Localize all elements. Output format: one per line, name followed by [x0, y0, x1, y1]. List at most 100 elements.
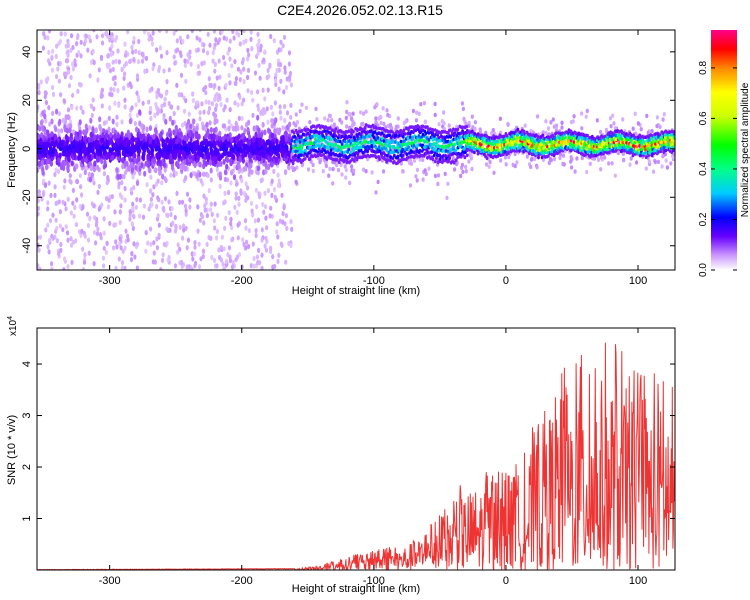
- heatmap-cell: [560, 120, 564, 126]
- heatmap-cell: [350, 132, 353, 137]
- heatmap-cell: [223, 104, 227, 110]
- heatmap-cell: [272, 145, 276, 152]
- heatmap-cell: [262, 57, 266, 63]
- heatmap-cell: [308, 120, 312, 125]
- heatmap-cell: [135, 265, 139, 270]
- heatmap-cell: [155, 204, 159, 210]
- heatmap-cell: [270, 161, 274, 168]
- heatmap-cell: [227, 72, 231, 78]
- heatmap-cell: [65, 58, 70, 64]
- heatmap-cell: [38, 234, 43, 240]
- heatmap-cell: [290, 226, 294, 232]
- heatmap-cell: [264, 160, 268, 167]
- heatmap-cell: [135, 180, 140, 187]
- heatmap-cell: [518, 149, 521, 153]
- heatmap-cell: [157, 151, 161, 158]
- heatmap-cell: [218, 74, 222, 80]
- heatmap-cell: [74, 134, 78, 140]
- heatmap-cell: [180, 92, 184, 98]
- heatmap-cell: [64, 224, 68, 230]
- heatmap-cell: [91, 177, 95, 183]
- heatmap-cell: [421, 124, 425, 129]
- heatmap-cell: [228, 80, 232, 86]
- heatmap-cell: [43, 34, 47, 41]
- heatmap-cell: [148, 125, 152, 132]
- heatmap-cell: [573, 169, 577, 174]
- heatmap-cell: [46, 76, 50, 82]
- heatmap-cell: [279, 78, 283, 84]
- heatmap-cell: [437, 135, 441, 140]
- heatmap-cell: [484, 162, 489, 167]
- heatmap-cell: [437, 122, 441, 127]
- heatmap-cell: [599, 155, 603, 160]
- heatmap-cell: [104, 249, 108, 255]
- heatmap-cell: [357, 149, 361, 153]
- heatmap-cell: [386, 129, 390, 134]
- heatmap-cell: [96, 164, 100, 171]
- heatmap-cell: [207, 153, 211, 159]
- heatmap-cell: [209, 201, 213, 207]
- heatmap-cell: [51, 91, 56, 97]
- heatmap-cell: [192, 118, 196, 125]
- heatmap-cell: [319, 153, 323, 158]
- heatmap-cell: [230, 237, 234, 243]
- heatmap-cell: [277, 252, 281, 258]
- heatmap-cell: [322, 152, 325, 157]
- heatmap-cell: [48, 61, 52, 67]
- heatmap-cell: [444, 149, 448, 153]
- heatmap-cell: [259, 178, 263, 184]
- heatmap-cell: [152, 250, 156, 256]
- heatmap-cell: [115, 145, 119, 152]
- heatmap-cell: [379, 120, 383, 126]
- heatmap-cell: [179, 52, 183, 59]
- heatmap-cell: [234, 257, 238, 263]
- heatmap-cell: [438, 153, 442, 157]
- heatmap-cell: [218, 130, 222, 137]
- heatmap-cell: [426, 125, 429, 129]
- heatmap-cell: [83, 134, 87, 141]
- heatmap-cell: [105, 195, 109, 202]
- heatmap-cell: [174, 30, 178, 33]
- heatmap-cell: [363, 135, 367, 140]
- heatmap-cell: [388, 122, 393, 128]
- heatmap-cell: [55, 108, 59, 115]
- heatmap-cell: [246, 195, 250, 201]
- heatmap-cell: [282, 34, 287, 40]
- heatmap-cell: [523, 123, 527, 128]
- heatmap-cell: [328, 126, 332, 130]
- heatmap-cell: [167, 67, 171, 73]
- heatmap-cell: [189, 61, 193, 67]
- heatmap-cell: [331, 166, 335, 172]
- heatmap-cell: [47, 49, 51, 56]
- heatmap-cell: [150, 202, 154, 208]
- heatmap-cell: [62, 184, 66, 190]
- heatmap-cell: [133, 254, 137, 260]
- heatmap-cell: [284, 84, 289, 91]
- heatmap-cell: [499, 158, 503, 163]
- heatmap-cell: [360, 127, 364, 131]
- heatmap-cell: [507, 151, 510, 155]
- heatmap-cell: [235, 181, 239, 187]
- heatmap-cell: [172, 129, 176, 136]
- heatmap-cell: [188, 197, 192, 203]
- heatmap-cell: [234, 136, 239, 143]
- heatmap-cell: [352, 159, 356, 163]
- heatmap-cell: [246, 185, 250, 191]
- heatmap-cell: [254, 228, 258, 234]
- heatmap-cell: [603, 155, 607, 160]
- heatmap-cell: [221, 136, 225, 143]
- heatmap-cell: [327, 146, 330, 151]
- heatmap-cell: [41, 166, 45, 173]
- heatmap-cell: [191, 154, 195, 161]
- heatmap-cell: [120, 180, 124, 186]
- heatmap-cell: [431, 128, 435, 133]
- heatmap-cell: [504, 162, 508, 167]
- heatmap-cell: [443, 158, 446, 163]
- heatmap-cell: [462, 116, 466, 122]
- heatmap-cell: [123, 160, 128, 167]
- heatmap-cell: [59, 31, 63, 37]
- heatmap-cell: [453, 167, 457, 172]
- heatmap-cell: [220, 30, 224, 35]
- heatmap-cell: [178, 35, 182, 41]
- heatmap-cell: [202, 248, 206, 254]
